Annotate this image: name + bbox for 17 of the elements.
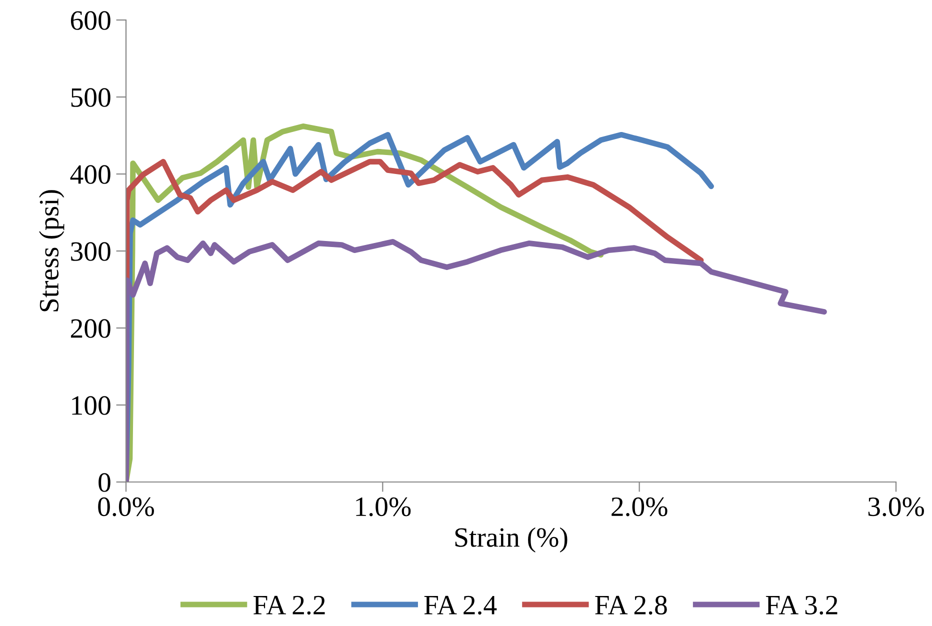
- y-tick-label: 0: [98, 473, 110, 492]
- y-tick-label: 400: [70, 165, 110, 184]
- x-axis-title: Strain (%): [455, 527, 568, 553]
- legend-label: FA 2.2: [253, 596, 325, 615]
- y-tick-label: 500: [71, 88, 110, 107]
- y-tick-label: 300: [71, 242, 110, 261]
- y-tick-label: 200: [70, 319, 110, 338]
- legend-label: FA 2.8: [595, 596, 667, 615]
- x-tick-label: 0.0%: [98, 497, 154, 516]
- y-tick-label: 600: [70, 11, 110, 30]
- legend-label: FA 3.2: [766, 596, 838, 615]
- y-axis-title: Stress (psi): [39, 190, 64, 312]
- x-tick-label: 2.0%: [612, 497, 668, 516]
- x-tick-label: 1.0%: [356, 497, 411, 516]
- y-tick-label: 100: [72, 396, 110, 415]
- legend-label: FA 2.4: [424, 596, 497, 615]
- x-tick-label: 3.0%: [868, 497, 924, 516]
